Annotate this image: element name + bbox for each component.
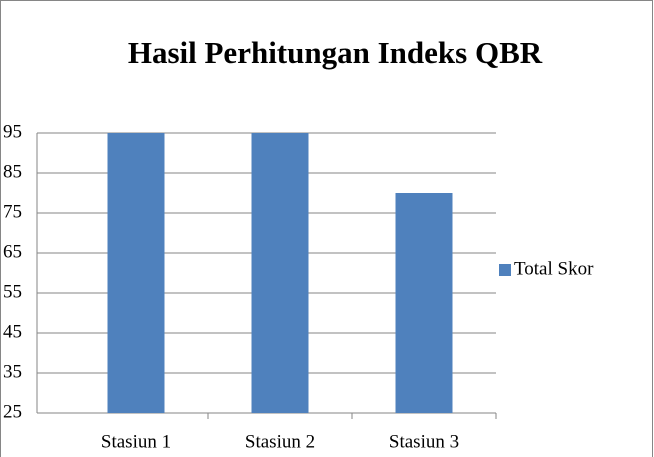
- x-tick-label: Stasiun 2: [245, 431, 315, 452]
- y-tick-label: 65: [3, 241, 22, 262]
- legend-swatch: [499, 264, 511, 276]
- bar: [251, 133, 309, 413]
- bar: [107, 133, 165, 413]
- y-tick-label: 45: [3, 321, 22, 342]
- x-tick-label: Stasiun 1: [101, 431, 171, 452]
- y-tick-label: 35: [3, 361, 22, 382]
- legend-label: Total Skor: [514, 258, 594, 279]
- bar: [395, 193, 453, 413]
- y-tick-label: 55: [3, 281, 22, 302]
- y-tick-label: 85: [3, 161, 22, 182]
- y-tick-label: 75: [3, 201, 22, 222]
- y-tick-label: 25: [3, 401, 22, 422]
- y-tick-label: 95: [3, 121, 22, 142]
- chart-title: Hasil Perhitungan Indeks QBR: [128, 35, 543, 70]
- x-tick-label: Stasiun 3: [389, 431, 459, 452]
